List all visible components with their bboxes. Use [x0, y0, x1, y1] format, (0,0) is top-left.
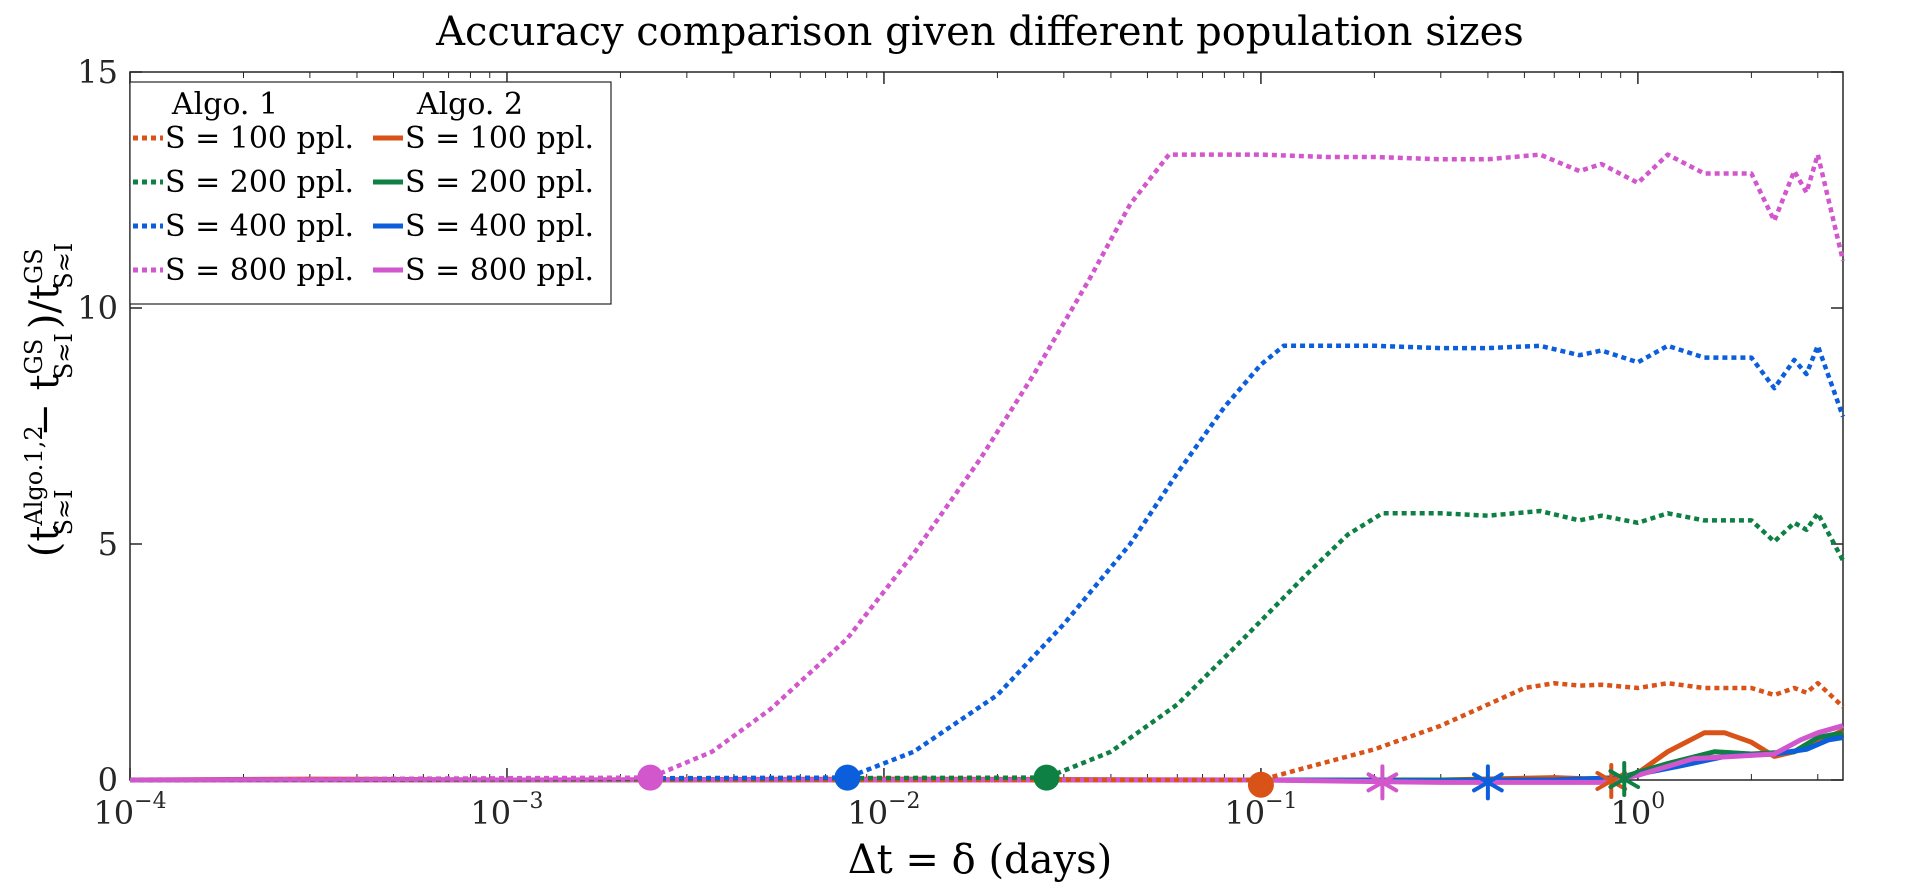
- legend-entry-algo2-label: S = 800 ppl.: [405, 253, 594, 288]
- legend-entry-algo1-label: S = 400 ppl.: [165, 209, 354, 244]
- legend-entries: S = 100 ppl. S = 200 ppl. S = 400 ppl. S = …: [133, 121, 594, 288]
- legend-entry-algo2-label: S = 400 ppl.: [405, 209, 594, 244]
- legend-entry-algo1-label: S = 200 ppl.: [165, 165, 354, 200]
- marker-asterisk: [1366, 764, 1399, 801]
- x-tick-label: 10−1: [1224, 789, 1297, 832]
- marker-circle: [1033, 764, 1060, 791]
- legend-entry-algo1-label: S = 100 ppl.: [165, 121, 354, 156]
- legend-col2-title: Algo. 2: [416, 87, 523, 122]
- legend-col1-title: Algo. 1: [171, 87, 278, 122]
- series-line-algo1-100: [130, 680, 1845, 783]
- marker-circle: [834, 764, 861, 791]
- marker-asterisk: [1472, 764, 1504, 801]
- series-line-algo1-400: [129, 343, 1846, 783]
- legend-entry-algo1-label: S = 800 ppl.: [165, 253, 354, 288]
- y-tick-label: 5: [98, 525, 118, 563]
- series-line-algo2-200: [130, 730, 1844, 783]
- x-axis-label: Δt = δ (days): [848, 837, 1113, 883]
- x-tick-label: 10−3: [470, 789, 543, 832]
- x-tick-label: 10−4: [93, 789, 166, 832]
- x-tick-label: 100: [1611, 789, 1666, 832]
- series-line-algo2-400: [130, 735, 1844, 784]
- y-tick-label: 15: [77, 53, 118, 91]
- legend-entry-algo2-label: S = 100 ppl.: [405, 121, 594, 156]
- svg-text:(tAlgo.1,2S≈I − tGSS≈I)/tGSS≈I: (tAlgo.1,2S≈I − tGSS≈I)/tGSS≈I: [20, 243, 78, 558]
- legend-entry-algo2-label: S = 200 ppl.: [405, 165, 594, 200]
- chart-title: Accuracy comparison given different popu…: [435, 9, 1524, 55]
- legend: Algo. 1 Algo. 2 S = 100 ppl. S = 200 ppl.…: [129, 81, 612, 305]
- x-tick-label: 10−2: [847, 789, 920, 832]
- series-line-algo2-100: [129, 728, 1845, 783]
- y-tick-label: 0: [98, 761, 118, 799]
- series-line-algo1-200: [129, 508, 1845, 783]
- marker-circle: [637, 764, 664, 791]
- marker-asterisk: [1608, 761, 1641, 798]
- series-line-algo2-800: [130, 723, 1844, 785]
- marker-layer: [637, 761, 1641, 801]
- y-axis-label: (tAlgo.1,2S≈I − tGSS≈I)/tGSS≈I: [20, 243, 78, 558]
- series-line-algo1-800: [129, 152, 1846, 783]
- tick-labels: 0 5 10 15 10−4 10−3 10−2 10−1 100: [77, 53, 1665, 832]
- legend-box: [129, 81, 612, 305]
- marker-circle: [1247, 771, 1274, 798]
- y-tick-label: 10: [77, 289, 118, 327]
